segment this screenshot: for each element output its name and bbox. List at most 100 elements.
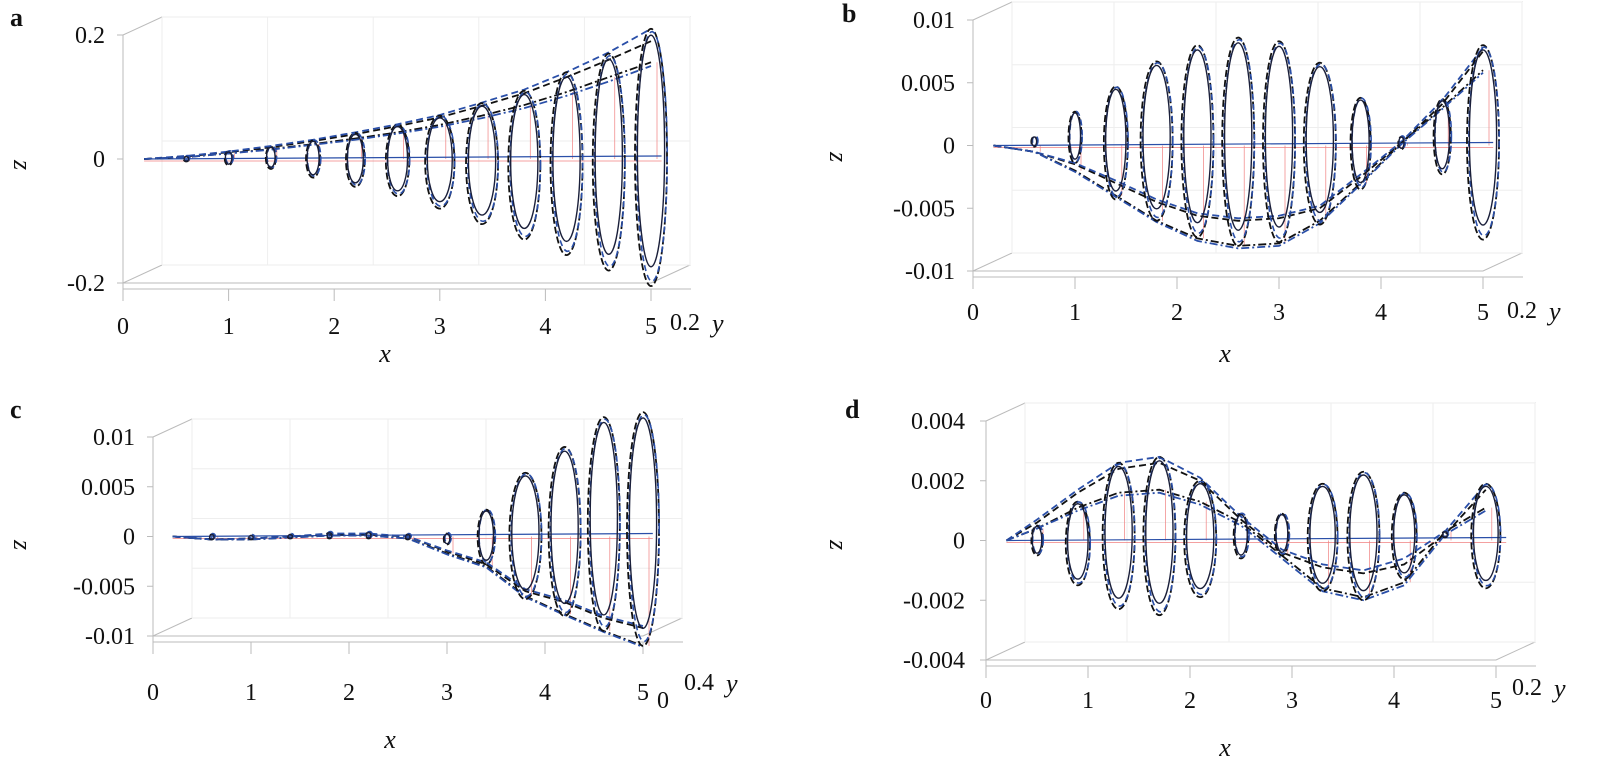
panel-label: d [845,395,860,424]
axis-frame [972,1,1523,272]
z-tick-label: 0.2 [75,23,105,49]
ring-inner [1104,465,1133,599]
ring-blue [1472,483,1502,587]
ring-inner [1104,88,1127,192]
axis-frame [152,418,683,637]
ring-outer-black [1180,44,1215,239]
x-tick-label: 1 [223,314,235,340]
ring-inner [326,531,333,539]
ring-inner [1223,42,1253,231]
z-tick-label: 0.002 [911,469,965,495]
ring-inner [1031,136,1038,147]
y-axis-label: y [723,669,738,698]
centerline-blue [144,155,662,160]
ring-inner [467,105,497,216]
x-tick-label: 4 [1388,688,1400,714]
ring-inner [1068,112,1082,160]
panel-label: c [10,395,22,424]
panel-label: b [842,0,856,28]
ring-inner [1066,503,1089,580]
ring-inner [1472,485,1499,582]
ring-inner [636,34,666,268]
ring-inner [628,417,658,630]
z-tick-label: 0 [953,529,965,555]
y-axis-label: y [1551,674,1566,703]
x-tick-label: 1 [1082,688,1094,714]
envelope-dashed-black [172,533,644,629]
ring-inner [1392,494,1416,574]
ring-inner [1275,513,1289,554]
ring-inner [365,531,372,539]
envelope-dashdot-blue [144,65,652,160]
panel-b: 0.01 0.005 0 -0.005 -0.01 0 1 2 3 4 5 0.2 y x z b [824,0,1561,368]
x-tick-label: 0 [147,680,159,706]
ring-inner [1351,99,1370,184]
z-tick-label: 0.005 [901,71,955,97]
y-tick-label: 0.2 [1512,675,1542,701]
ring-inner [478,510,495,561]
ring-inner [346,133,364,184]
ring-inner [1468,49,1498,226]
ring-inner [1185,482,1215,590]
ring-inner [265,146,276,168]
x-tick-label: 3 [1286,688,1298,714]
ring-inner [1309,485,1336,584]
ring-inner [509,93,539,230]
ring-inner [386,125,409,192]
z-tick-label: -0.005 [73,574,135,600]
ring-inner [426,117,453,203]
x-tick-label: 5 [645,314,657,340]
ring-outer-black [384,124,411,198]
y-tick-label: 0.2 [670,310,700,336]
ring-inner [552,76,581,243]
z-tick-label: 0 [123,525,135,551]
centerline-blue [1006,536,1507,542]
ring-inner [208,533,215,540]
x-tick-label: 4 [539,680,551,706]
x-tick-label: 4 [1375,300,1387,326]
centerline-blue [993,141,1494,147]
ring-inner [306,140,320,176]
ring-blue [1066,501,1092,584]
z-tick-label: 0 [943,134,955,160]
z-axis-label: z [8,539,37,550]
envelope-dashdot-black [993,69,1484,247]
ring-inner [404,533,411,540]
ring-blue [478,508,497,564]
y-axis-label: y [709,309,724,338]
z-axis-label: z [824,539,853,550]
ring-inner [550,450,579,605]
ring-inner [1434,100,1451,170]
ring-blue [1223,38,1256,243]
x-tick-label: 0 [117,314,129,340]
x-axis-label: x [383,725,396,754]
x-tick-label: 0 [980,688,992,714]
y-tick-label: 0 [657,688,669,714]
x-tick-label: 3 [441,680,453,706]
ring-blue [225,149,235,165]
ring-blue [1434,98,1453,174]
ring-outer-black [1306,482,1339,593]
ring-inner [1142,64,1171,210]
ring-blue [593,55,626,268]
x-tick-label: 1 [245,680,257,706]
ring-blue [426,115,456,208]
ring-inner [1031,525,1043,554]
ring-inner [1264,45,1294,228]
ring-inner [248,534,254,540]
ring-blue [1103,463,1136,607]
envelope-dashed-black [1005,461,1487,575]
x-tick-label: 5 [637,680,649,706]
x-tick-label: 2 [1184,688,1196,714]
ring-inner [1349,474,1378,592]
panel-d: 0.004 0.002 0 -0.002 -0.004 0 1 2 3 4 5 0.2 y x z d [824,395,1566,762]
z-tick-label: -0.01 [905,259,955,285]
x-axis-label: x [1218,339,1231,368]
ring-inner [1145,460,1174,605]
x-tick-label: 3 [1273,300,1285,326]
ring-inner [1305,66,1335,214]
ring-blue [467,103,500,223]
ring-blue [346,131,366,186]
y-axis-label: y [1546,297,1561,326]
ring-inner [1441,530,1449,538]
